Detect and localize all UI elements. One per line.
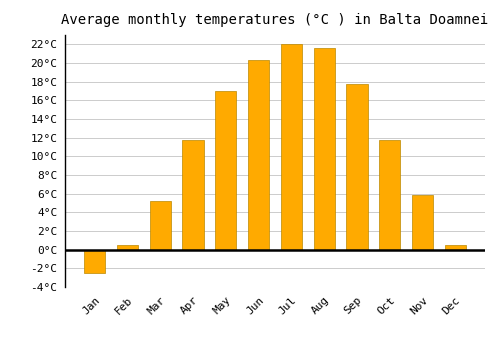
- Bar: [412, 195, 433, 250]
- Bar: [280, 44, 302, 250]
- Bar: [314, 48, 335, 250]
- Bar: [182, 140, 204, 250]
- Bar: [346, 84, 368, 250]
- Bar: [379, 140, 400, 250]
- Bar: [248, 60, 270, 250]
- Bar: [117, 245, 138, 250]
- Bar: [215, 91, 236, 250]
- Bar: [150, 201, 171, 250]
- Title: Average monthly temperatures (°C ) in Balta Doamnei: Average monthly temperatures (°C ) in Ba…: [62, 13, 488, 27]
- Bar: [84, 250, 106, 273]
- Bar: [444, 245, 466, 250]
